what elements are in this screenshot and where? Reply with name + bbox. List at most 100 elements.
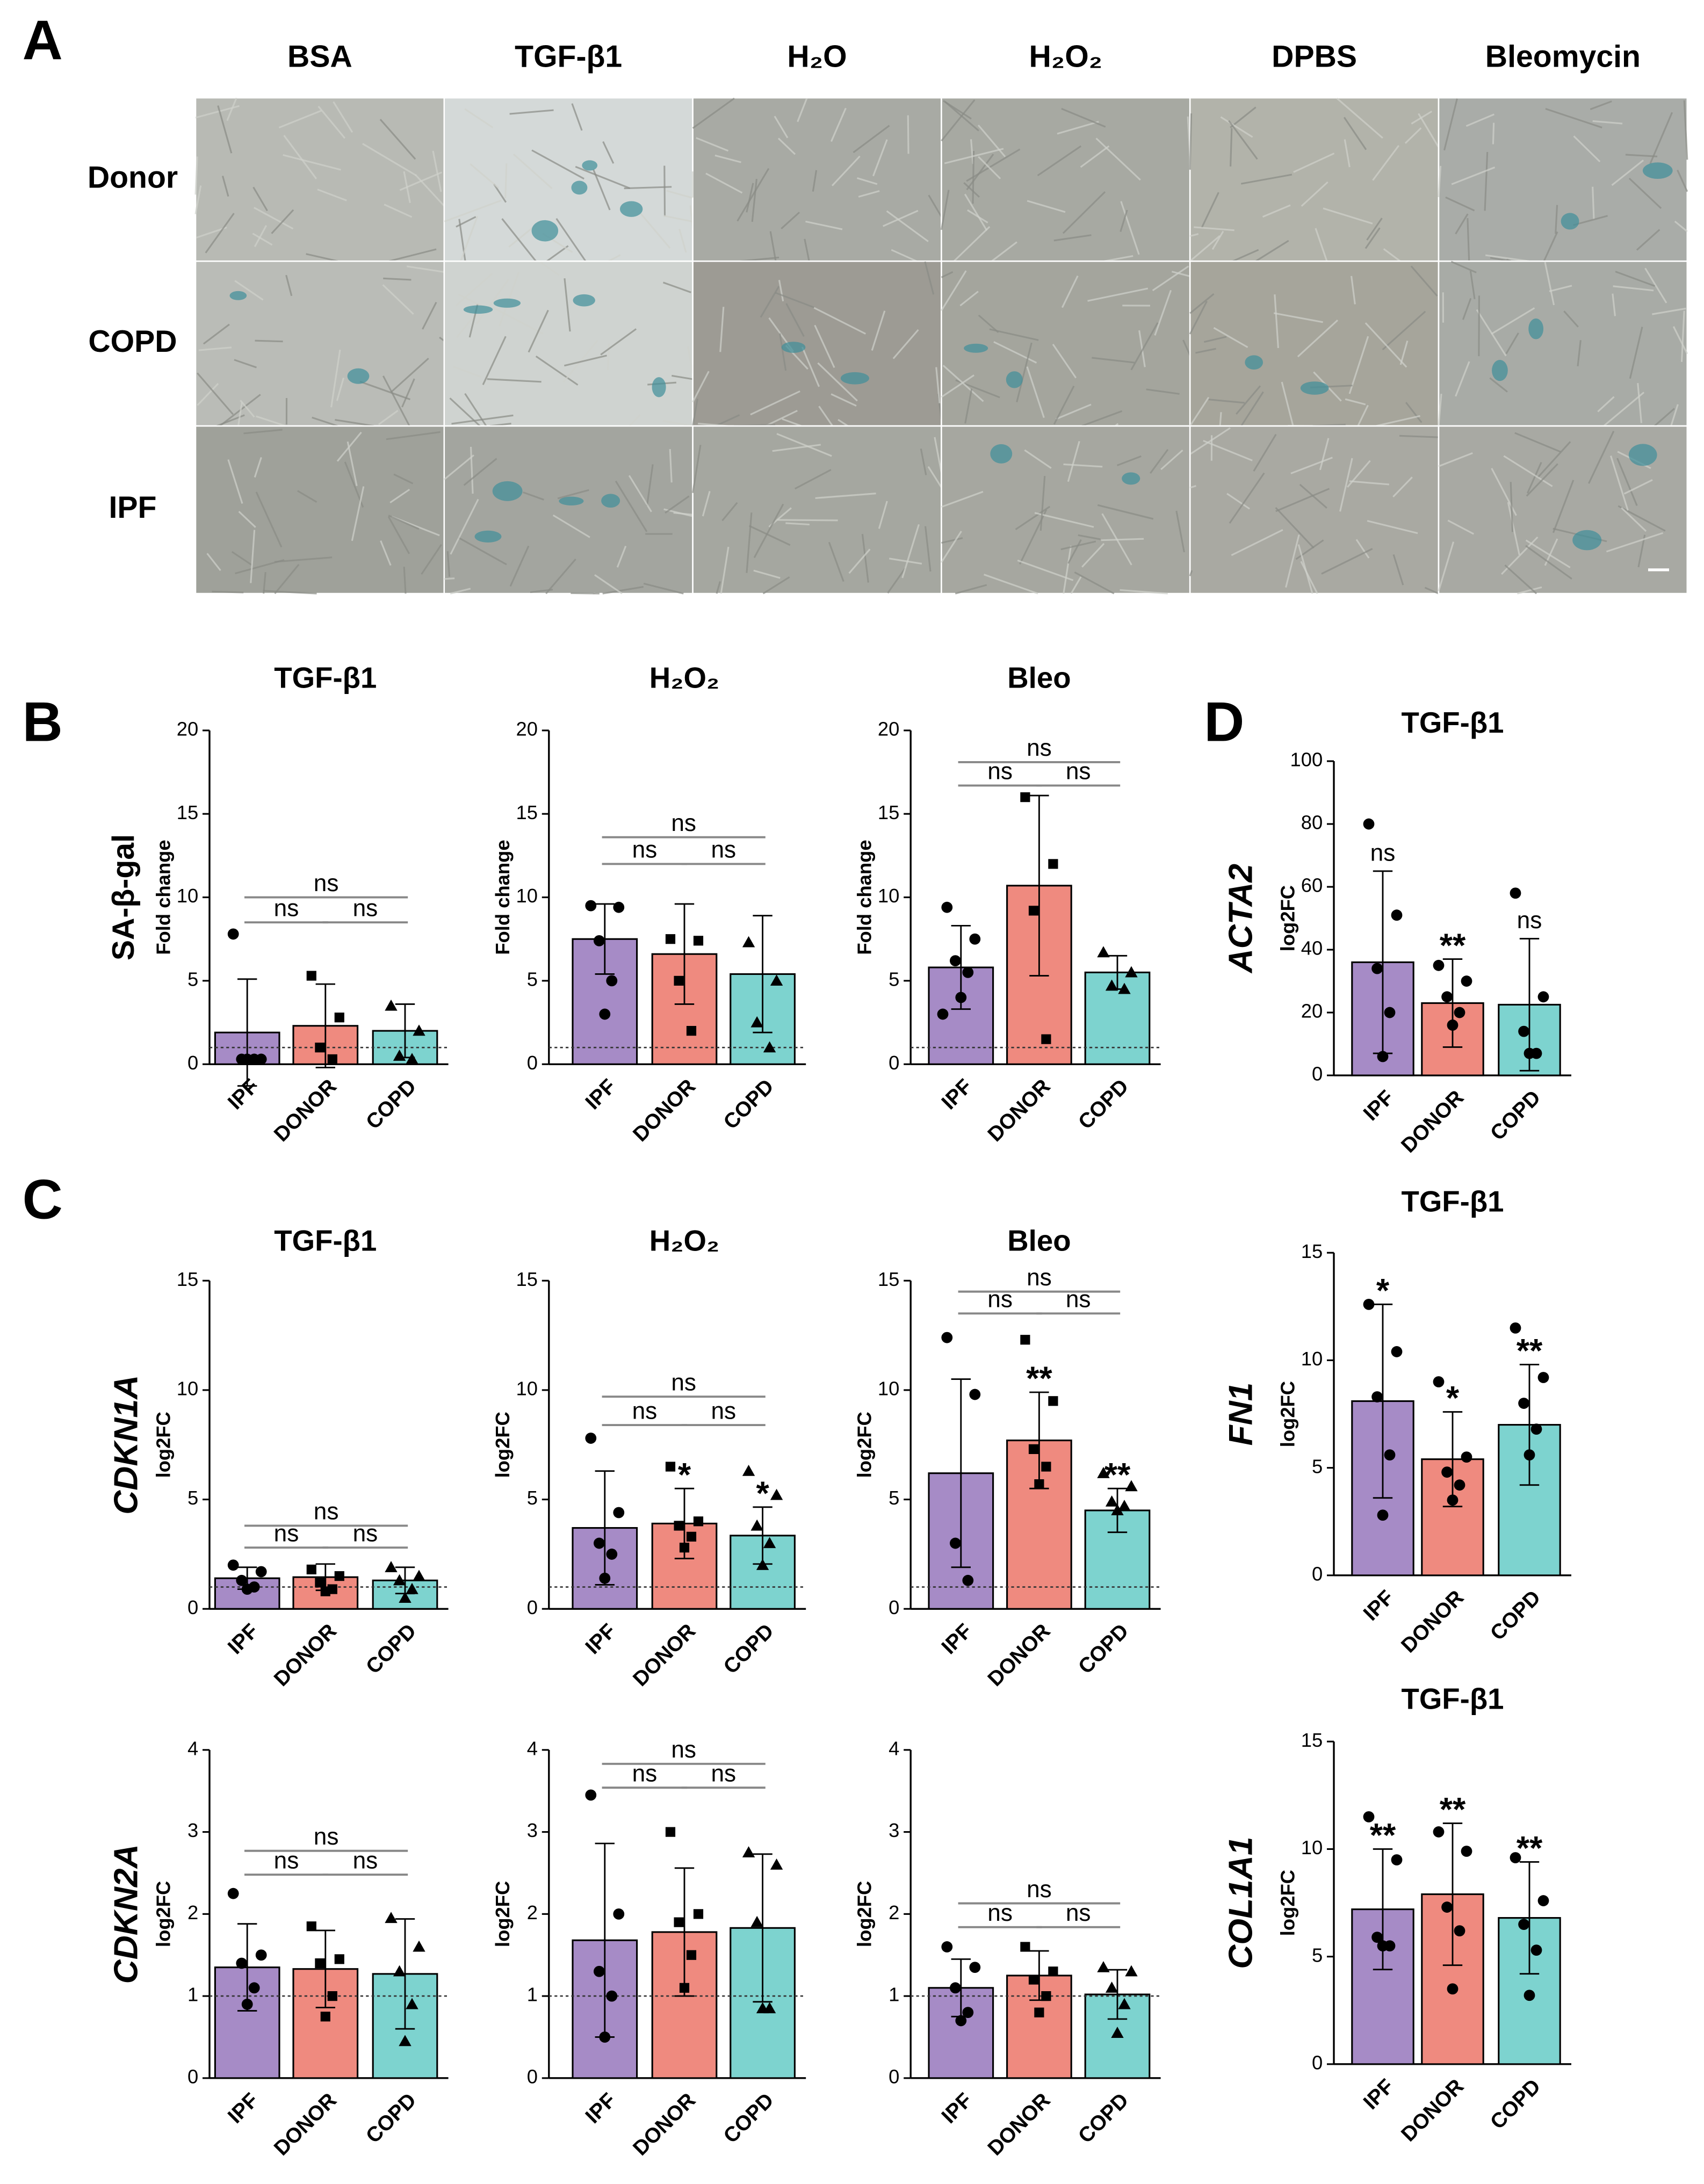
data-point [334,1571,344,1581]
cell-fiber [774,115,789,139]
cell-fiber [1372,145,1400,181]
x-tick-label: DONOR [984,1075,1055,1146]
data-point [1454,1479,1465,1491]
cell-fiber [772,444,821,452]
chart-title: TGF-β1 [274,662,377,695]
cell-fiber [1450,261,1477,273]
cell-fiber [964,388,973,424]
row-label: COL1A1 [1222,1836,1259,1969]
data-point [1377,1509,1389,1521]
cell-fiber [1213,327,1248,348]
micrograph [1189,260,1440,427]
cell-fiber [1654,408,1675,427]
y-tick-label: 10 [878,1378,899,1400]
cell-fiber [1336,97,1383,139]
cell-fiber [927,466,942,488]
cell-fiber [451,414,514,425]
cell-fiber [1404,127,1422,144]
cell-fiber [692,97,735,129]
cell-fiber [1563,310,1579,328]
cell-fiber [1628,177,1662,209]
cell-fiber [263,572,266,594]
column-header: DPBS [1272,39,1357,74]
cell-fiber [1275,488,1330,512]
stain [1628,444,1657,466]
cell-fiber [887,568,906,594]
cell-fiber [1190,427,1231,455]
data-point [255,1949,267,1961]
cell-fiber [1351,276,1356,305]
cell-fiber [1053,234,1092,242]
y-tick-label: 5 [187,1487,198,1509]
data-point [674,1917,684,1927]
y-axis-label: log2FC [1276,885,1298,951]
cell-fiber [470,163,500,189]
cell-fiber [450,588,471,595]
data-point [594,935,605,946]
cell-fiber [1597,396,1615,413]
cell-fiber [535,355,579,386]
significance: * [1446,1380,1460,1417]
cell-fiber [256,415,286,427]
row-header: Donor [88,160,178,194]
cell-fiber [450,498,479,555]
data-point [606,1990,618,2002]
cell-fiber [456,317,473,338]
y-tick-label: 10 [177,885,198,907]
cell-fiber [785,522,810,526]
row-label: CDKN1A [108,1375,145,1515]
x-tick-label: COPD [362,2088,421,2147]
cell-fiber [814,324,835,368]
data-point [1454,1007,1465,1018]
stain [1561,213,1579,230]
cell-fiber [1544,262,1555,306]
cell-fiber [1366,218,1383,241]
data-point [1097,1467,1110,1478]
cell-fiber [464,108,494,128]
data-point [594,1965,605,1977]
cell-fiber [1219,412,1222,426]
data-point [693,1909,704,1919]
stain [463,305,493,314]
cell-fiber [662,281,691,293]
data-point [950,955,961,967]
stain [601,494,620,508]
cell-fiber [250,530,256,583]
cell-fiber [1525,545,1572,580]
data-point [1384,1449,1396,1461]
stain [571,180,588,195]
y-tick-label: 10 [1301,1348,1323,1370]
data-point [1433,1376,1445,1387]
cell-fiber [540,262,560,276]
cell-fiber [1392,476,1413,498]
cell-fiber [1321,548,1373,575]
y-tick-label: 15 [516,1268,538,1290]
cell-fiber [716,581,721,594]
cell-fiber [1063,463,1103,468]
cell-fiber [624,186,672,190]
data-point [385,1912,398,1923]
cell-fiber [252,186,268,212]
x-tick-label: DONOR [629,1619,700,1691]
data-point [585,900,597,912]
cell-fiber [254,207,294,230]
comparison-label: ns [711,1398,736,1424]
cell-fiber [1537,441,1571,478]
cell-fiber [762,576,790,595]
cell-fiber [1067,539,1082,564]
y-axis-label: log2FC [492,1881,514,1947]
cell-fiber [944,148,1004,164]
data-point [1125,1480,1138,1492]
y-tick-label: 2 [889,1901,899,1923]
comparison-label: ns [987,758,1013,785]
y-tick-label: 15 [878,1268,899,1290]
data-point [941,901,953,913]
data-point [1048,1966,1058,1977]
cell-fiber [271,209,294,234]
comparison-label: ns [711,1760,736,1787]
cell-fiber [1611,160,1644,186]
cell-fiber [1319,438,1330,471]
data-point [241,1053,253,1065]
cell-fiber [317,189,347,201]
cell-fiber [1062,191,1106,234]
